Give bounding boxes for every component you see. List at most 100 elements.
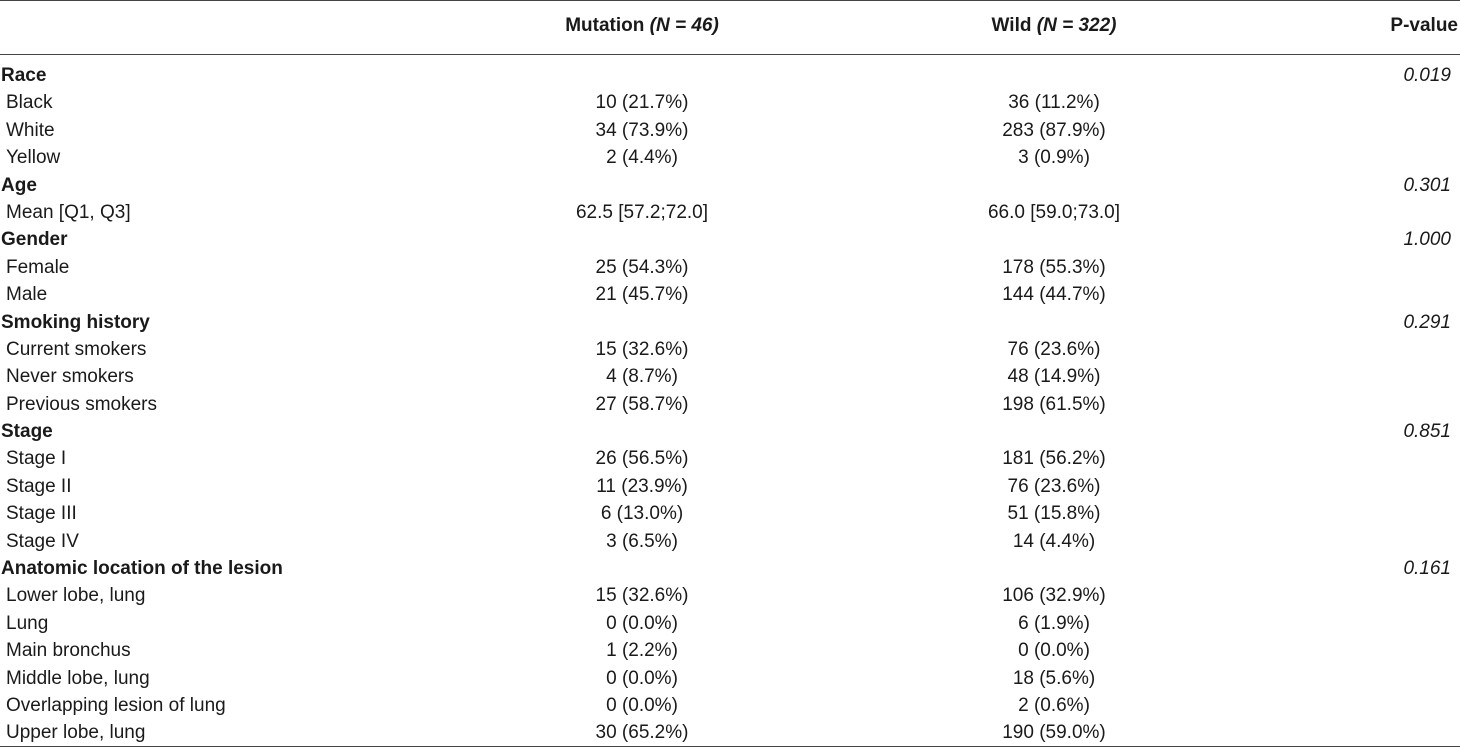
table-row: Never smokers 4 (8.7%) 48 (14.9%)	[0, 363, 1460, 390]
mutation-cell: 25 (54.3%)	[595, 256, 689, 278]
row-label: Stage I	[6, 448, 67, 470]
table-row: Mean [Q1, Q3] 62.5 [57.2;72.0] 66.0 [59.0;…	[0, 199, 1460, 226]
pvalue-cell: 0.161	[1403, 558, 1451, 580]
mutation-cell: 4 (8.7%)	[606, 366, 678, 388]
row-label: Lower lobe, lung	[6, 585, 146, 607]
table-row: Upper lobe, lung 30 (65.2%) 190 (59.0%)	[0, 719, 1460, 746]
row-label: Mean [Q1, Q3]	[6, 201, 131, 223]
table-row: White 34 (73.9%) 283 (87.9%)	[0, 117, 1460, 144]
section-row: Age 0.301	[0, 172, 1460, 199]
table-row: Middle lobe, lung 0 (0.0%) 18 (5.6%)	[0, 665, 1460, 692]
row-label: Race	[1, 65, 47, 86]
wild-cell: 76 (23.6%)	[1007, 475, 1101, 497]
wild-cell: 51 (15.8%)	[1007, 503, 1101, 525]
table-row: Overlapping lesion of lung 0 (0.0%) 2 (0.6…	[0, 692, 1460, 719]
row-label: Current smokers	[6, 338, 147, 360]
table-row: Stage II 11 (23.9%) 76 (23.6%)	[0, 473, 1460, 500]
wild-cell: 14 (4.4%)	[1012, 530, 1096, 552]
mutation-cell: 27 (58.7%)	[595, 393, 689, 415]
mutation-cell: 15 (32.6%)	[595, 338, 689, 360]
row-label: Never smokers	[6, 366, 134, 388]
top-rule	[0, 0, 1460, 1]
table-header: Mutation (N = 46) Wild (N = 322) P-value	[0, 1, 1460, 54]
row-label: Stage IV	[6, 530, 79, 552]
mutation-cell: 0 (0.0%)	[606, 612, 678, 634]
table-row: Stage I 26 (56.5%) 181 (56.2%)	[0, 445, 1460, 472]
wild-cell: 6 (1.9%)	[1018, 612, 1090, 634]
wild-cell: 106 (32.9%)	[1002, 585, 1106, 607]
pvalue-cell: 0.301	[1403, 174, 1451, 196]
pvalue-cell: 1.000	[1403, 229, 1451, 251]
mutation-cell: 34 (73.9%)	[595, 119, 689, 141]
table-row: Previous smokers 27 (58.7%) 198 (61.5%)	[0, 391, 1460, 418]
row-label: Yellow	[6, 147, 61, 169]
mutation-cell: 1 (2.2%)	[606, 640, 678, 662]
wild-cell: 3 (0.9%)	[1018, 147, 1090, 169]
wild-cell: 0 (0.0%)	[1018, 640, 1090, 662]
row-label: Middle lobe, lung	[6, 667, 150, 689]
table-body: Race 0.019 Black 10 (21.7%) 36 (11.2%) White 3…	[0, 62, 1460, 747]
row-label: Upper lobe, lung	[6, 722, 146, 744]
header-mutation: Mutation (N = 46)	[565, 15, 719, 37]
row-label: Stage III	[6, 503, 77, 525]
table-row: Black 10 (21.7%) 36 (11.2%)	[0, 89, 1460, 116]
header-mutation-n: (N = 46)	[649, 15, 719, 36]
table-row: Female 25 (54.3%) 178 (55.3%)	[0, 254, 1460, 281]
table-row: Current smokers 15 (32.6%) 76 (23.6%)	[0, 336, 1460, 363]
wild-cell: 2 (0.6%)	[1018, 694, 1090, 716]
header-wild-n: (N = 322)	[1036, 15, 1117, 36]
row-label: Gender	[1, 229, 68, 251]
row-label: Female	[6, 256, 70, 278]
mutation-cell: 15 (32.6%)	[595, 585, 689, 607]
wild-cell: 18 (5.6%)	[1012, 667, 1096, 689]
section-row: Stage 0.851	[0, 418, 1460, 445]
row-label: Lung	[6, 612, 49, 634]
wild-cell: 144 (44.7%)	[1002, 284, 1106, 306]
row-label: Main bronchus	[6, 640, 131, 662]
header-wild: Wild (N = 322)	[992, 15, 1117, 37]
wild-cell: 76 (23.6%)	[1007, 338, 1101, 360]
pvalue-cell: 0.019	[1403, 65, 1451, 86]
section-row: Gender 1.000	[0, 226, 1460, 253]
table-row: Main bronchus 1 (2.2%) 0 (0.0%)	[0, 637, 1460, 664]
table-row: Male 21 (45.7%) 144 (44.7%)	[0, 281, 1460, 308]
row-label: Anatomic location of the lesion	[1, 558, 283, 580]
table-row: Stage III 6 (13.0%) 51 (15.8%)	[0, 500, 1460, 527]
table-row: Yellow 2 (4.4%) 3 (0.9%)	[0, 144, 1460, 171]
header-rule	[0, 54, 1460, 55]
mutation-cell: 26 (56.5%)	[595, 448, 689, 470]
wild-cell: 198 (61.5%)	[1002, 393, 1106, 415]
table-row: Stage IV 3 (6.5%) 14 (4.4%)	[0, 528, 1460, 555]
pvalue-cell: 0.291	[1403, 311, 1451, 333]
wild-cell: 283 (87.9%)	[1002, 119, 1106, 141]
mutation-cell: 21 (45.7%)	[595, 284, 689, 306]
mutation-cell: 2 (4.4%)	[606, 147, 678, 169]
wild-cell: 36 (11.2%)	[1008, 92, 1100, 114]
mutation-cell: 30 (65.2%)	[595, 722, 689, 744]
mutation-cell: 3 (6.5%)	[606, 530, 678, 552]
wild-cell: 178 (55.3%)	[1002, 256, 1106, 278]
row-label: Age	[1, 174, 37, 196]
row-label: Stage II	[6, 475, 72, 497]
header-wild-label: Wild	[991, 15, 1032, 36]
pvalue-cell: 0.851	[1403, 421, 1451, 443]
table-row: Lung 0 (0.0%) 6 (1.9%)	[0, 610, 1460, 637]
mutation-cell: 0 (0.0%)	[606, 667, 678, 689]
table-row: Lower lobe, lung 15 (32.6%) 106 (32.9%)	[0, 582, 1460, 609]
row-label: Male	[6, 284, 48, 306]
header-mutation-label: Mutation	[565, 15, 645, 36]
wild-cell: 48 (14.9%)	[1007, 366, 1101, 388]
row-label: White	[6, 119, 55, 141]
wild-cell: 181 (56.2%)	[1002, 448, 1106, 470]
wild-cell: 190 (59.0%)	[1002, 722, 1106, 744]
row-label: Previous smokers	[6, 393, 157, 415]
section-row: Smoking history 0.291	[0, 309, 1460, 336]
mutation-cell: 62.5 [57.2;72.0]	[575, 201, 709, 223]
section-row: Anatomic location of the lesion 0.161	[0, 555, 1460, 582]
mutation-cell: 0 (0.0%)	[606, 694, 678, 716]
row-label: Stage	[1, 421, 53, 443]
mutation-cell: 6 (13.0%)	[600, 503, 684, 525]
row-label: Smoking history	[1, 311, 150, 333]
header-pvalue: P-value	[1390, 15, 1458, 36]
